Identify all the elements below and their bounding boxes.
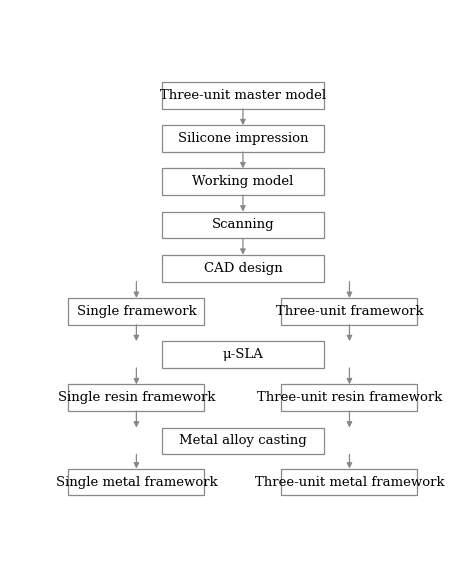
Text: Silicone impression: Silicone impression [178, 132, 308, 145]
FancyBboxPatch shape [162, 82, 324, 109]
FancyBboxPatch shape [162, 168, 324, 195]
FancyBboxPatch shape [68, 298, 204, 325]
Text: Single resin framework: Single resin framework [58, 391, 215, 404]
FancyBboxPatch shape [162, 125, 324, 152]
Text: Single framework: Single framework [76, 305, 196, 318]
Text: μ-SLA: μ-SLA [222, 348, 264, 361]
FancyBboxPatch shape [162, 427, 324, 454]
FancyBboxPatch shape [282, 298, 418, 325]
FancyBboxPatch shape [162, 211, 324, 238]
Text: Three-unit framework: Three-unit framework [276, 305, 423, 318]
Text: Three-unit master model: Three-unit master model [160, 89, 326, 102]
Text: Scanning: Scanning [211, 218, 274, 232]
FancyBboxPatch shape [68, 384, 204, 411]
Text: Working model: Working model [192, 175, 293, 188]
Text: Three-unit metal framework: Three-unit metal framework [255, 476, 444, 489]
FancyBboxPatch shape [162, 255, 324, 282]
FancyBboxPatch shape [282, 384, 418, 411]
FancyBboxPatch shape [68, 468, 204, 495]
Text: Three-unit resin framework: Three-unit resin framework [257, 391, 442, 404]
Text: Metal alloy casting: Metal alloy casting [179, 434, 307, 448]
FancyBboxPatch shape [162, 341, 324, 368]
FancyBboxPatch shape [282, 468, 418, 495]
Text: CAD design: CAD design [203, 261, 283, 275]
Text: Single metal framework: Single metal framework [55, 476, 217, 489]
